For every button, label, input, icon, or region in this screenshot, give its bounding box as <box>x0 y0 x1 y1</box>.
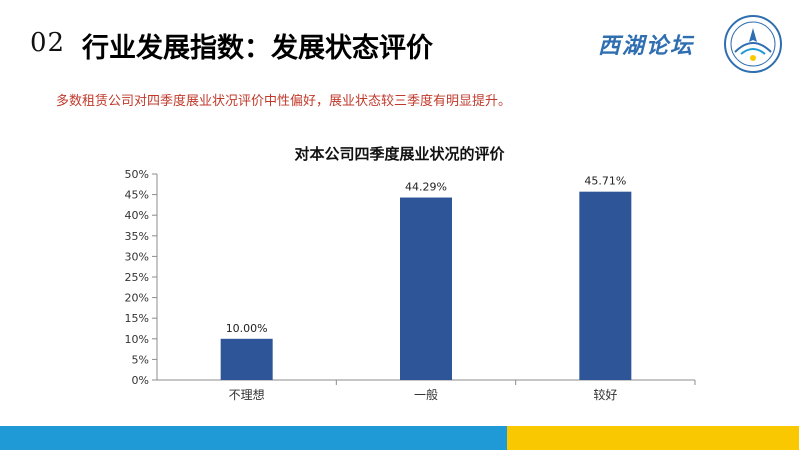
y-tick-label: 15% <box>125 312 149 325</box>
slide-number: 02 <box>30 28 66 58</box>
footer-bar-blue <box>0 426 507 450</box>
y-tick-label: 45% <box>125 189 149 202</box>
slide-title: 行业发展指数：发展状态评价 <box>82 33 433 64</box>
y-tick-label: 50% <box>125 168 149 181</box>
bar-value-label: 10.00% <box>226 322 268 335</box>
y-tick-label: 35% <box>125 230 149 243</box>
brand-text: 西湖论坛 <box>598 33 695 59</box>
y-tick-label: 20% <box>125 292 149 305</box>
bar-3 <box>579 191 632 380</box>
bar-chart: 0% 5% 10% 15% 20% 25% 30% 35% 40% 45% 50% 10.00% 不理想… <box>125 168 696 402</box>
y-tick-label: 10% <box>125 333 149 346</box>
y-tick-label: 30% <box>125 250 149 263</box>
bar-value-label: 45.71% <box>584 175 626 188</box>
x-category-label: 一般 <box>414 387 438 402</box>
footer-bar-yellow <box>507 426 799 450</box>
y-tick-label: 40% <box>125 209 149 222</box>
bar-1 <box>220 338 273 380</box>
y-tick-label: 25% <box>125 271 149 284</box>
x-category-label: 不理想 <box>229 387 265 402</box>
bar-value-label: 44.29% <box>405 181 447 194</box>
chart-title: 对本公司四季度展业状况的评价 <box>294 145 505 163</box>
x-category-label: 较好 <box>593 387 617 402</box>
y-tick-label: 5% <box>132 353 149 366</box>
circular-forum-emblem-icon <box>724 15 782 73</box>
y-tick-label: 0% <box>132 374 149 387</box>
bar-2 <box>400 197 452 380</box>
slide-subtitle: 多数租赁公司对四季度展业状况评价中性偏好，展业状态较三季度有明显提升。 <box>56 94 512 109</box>
slide-header: 02 行业发展指数：发展状态评价 西湖论坛 <box>0 0 799 80</box>
